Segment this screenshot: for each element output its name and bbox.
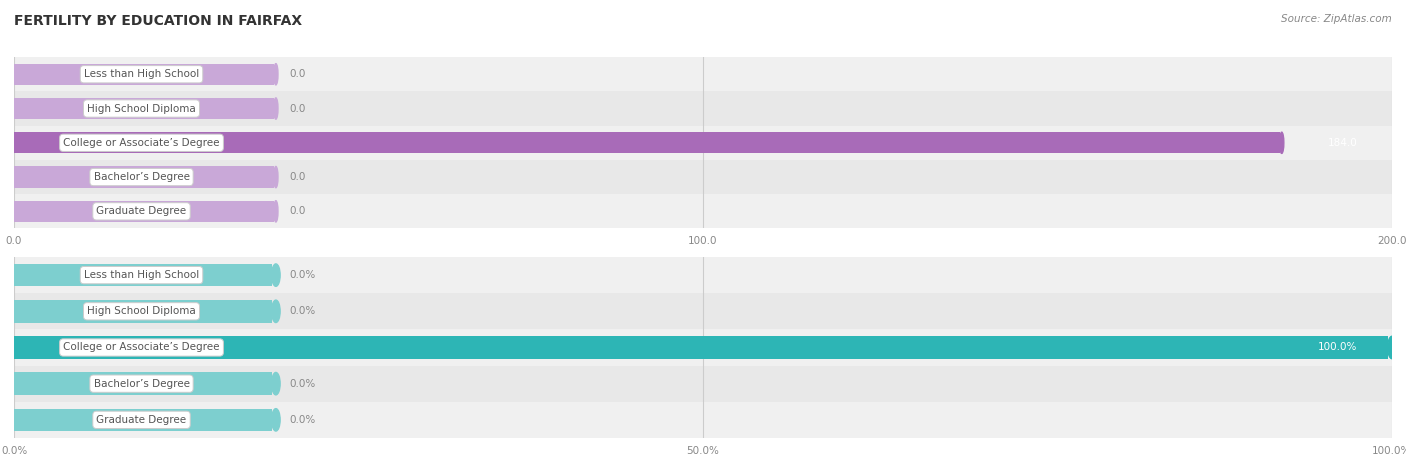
Bar	[14, 372, 271, 395]
Text: Bachelor’s Degree: Bachelor’s Degree	[94, 378, 190, 389]
FancyBboxPatch shape	[14, 194, 1392, 228]
Text: High School Diploma: High School Diploma	[87, 103, 195, 114]
Circle shape	[271, 300, 280, 323]
Bar	[14, 98, 274, 119]
Text: Graduate Degree: Graduate Degree	[97, 206, 187, 217]
Text: 0.0: 0.0	[290, 69, 307, 79]
Bar	[14, 167, 274, 188]
Bar	[14, 132, 1279, 153]
Text: Graduate Degree: Graduate Degree	[97, 415, 187, 425]
Circle shape	[1279, 132, 1284, 153]
Circle shape	[271, 408, 280, 431]
FancyBboxPatch shape	[14, 293, 1392, 329]
Text: 0.0%: 0.0%	[290, 270, 316, 280]
Text: 0.0: 0.0	[290, 206, 307, 217]
FancyBboxPatch shape	[14, 402, 1392, 438]
Circle shape	[274, 167, 278, 188]
FancyBboxPatch shape	[14, 57, 1392, 91]
Circle shape	[271, 372, 280, 395]
Bar	[14, 300, 271, 323]
Bar	[14, 64, 274, 85]
FancyBboxPatch shape	[14, 257, 1392, 293]
Bar	[14, 201, 274, 222]
Circle shape	[271, 264, 280, 287]
FancyBboxPatch shape	[14, 366, 1392, 402]
Circle shape	[274, 64, 278, 85]
Circle shape	[274, 98, 278, 119]
Text: 0.0%: 0.0%	[290, 378, 316, 389]
Bar	[14, 264, 271, 287]
Text: Bachelor’s Degree: Bachelor’s Degree	[94, 172, 190, 182]
Text: 0.0%: 0.0%	[290, 415, 316, 425]
Text: FERTILITY BY EDUCATION IN FAIRFAX: FERTILITY BY EDUCATION IN FAIRFAX	[14, 14, 302, 28]
Text: 0.0: 0.0	[290, 172, 307, 182]
Circle shape	[274, 201, 278, 222]
FancyBboxPatch shape	[14, 329, 1392, 366]
Text: College or Associate’s Degree: College or Associate’s Degree	[63, 138, 219, 148]
Text: 100.0%: 100.0%	[1317, 342, 1358, 353]
Text: Less than High School: Less than High School	[84, 270, 200, 280]
Bar	[14, 336, 1388, 359]
Text: High School Diploma: High School Diploma	[87, 306, 195, 317]
Text: 184.0: 184.0	[1327, 138, 1358, 148]
Bar	[14, 408, 271, 431]
Text: Source: ZipAtlas.com: Source: ZipAtlas.com	[1281, 14, 1392, 24]
FancyBboxPatch shape	[14, 91, 1392, 126]
Circle shape	[1388, 336, 1396, 359]
Text: Less than High School: Less than High School	[84, 69, 200, 79]
FancyBboxPatch shape	[14, 126, 1392, 160]
Text: 0.0: 0.0	[290, 103, 307, 114]
FancyBboxPatch shape	[14, 160, 1392, 194]
Text: 0.0%: 0.0%	[290, 306, 316, 317]
Text: College or Associate’s Degree: College or Associate’s Degree	[63, 342, 219, 353]
